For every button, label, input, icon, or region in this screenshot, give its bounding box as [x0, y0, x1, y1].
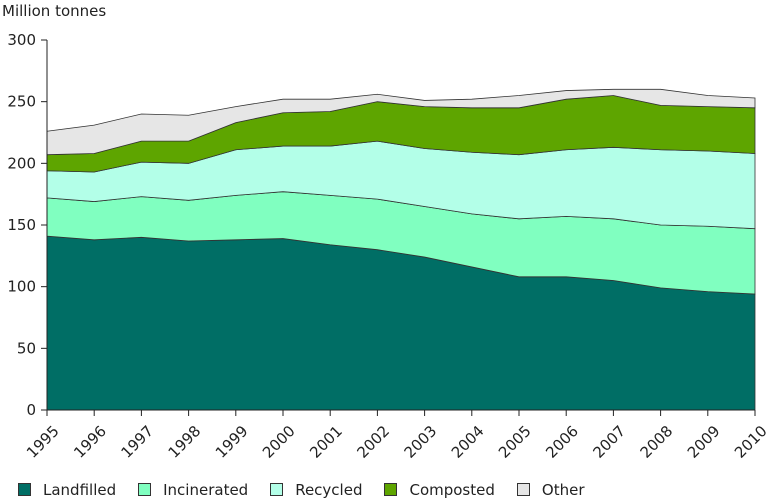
- y-axis-label: Million tonnes: [2, 2, 106, 20]
- x-tick-label: 2003: [401, 422, 441, 462]
- legend-swatch: [138, 483, 152, 496]
- legend-swatch: [270, 483, 284, 496]
- legend-label: Incinerated: [163, 480, 249, 499]
- x-tick-label: 2000: [259, 422, 299, 462]
- legend-item-landfilled: Landfilled: [18, 481, 116, 499]
- legend: Landfilled Incinerated Recycled Composted Ot…: [0, 476, 768, 503]
- x-tick-label: 2006: [542, 422, 582, 462]
- x-tick-label: 1999: [212, 422, 252, 462]
- legend-item-incinerated: Incinerated: [138, 481, 248, 499]
- x-tick-label: 2005: [495, 422, 535, 462]
- x-tick-label: 1995: [23, 422, 63, 462]
- y-tick-label: 300: [7, 31, 36, 49]
- y-tick-label: 50: [17, 339, 36, 357]
- x-tick-label: 2009: [684, 422, 724, 462]
- legend-item-other: Other: [516, 480, 585, 499]
- x-tick-label: 2008: [637, 422, 677, 462]
- y-tick-label: 200: [7, 154, 36, 172]
- legend-swatch: [18, 483, 31, 496]
- y-tick-label: 100: [7, 278, 36, 296]
- x-tick-label: 2010: [731, 422, 768, 462]
- legend-item-recycled: Recycled: [270, 481, 362, 499]
- y-tick-label: 150: [7, 216, 36, 234]
- x-tick-label: 2007: [589, 422, 629, 462]
- legend-swatch: [384, 483, 398, 496]
- x-tick-label: 1998: [165, 422, 205, 462]
- y-tick-label: 250: [7, 93, 36, 111]
- area-series-group: [46, 88, 756, 411]
- x-tick-label: 1997: [117, 422, 157, 462]
- x-tick-label: 2002: [353, 422, 393, 462]
- legend-label: Composted: [409, 480, 495, 499]
- x-tick-label: 2004: [448, 422, 488, 462]
- x-tick-label: 1996: [70, 422, 110, 462]
- legend-label: Recycled: [295, 480, 363, 499]
- legend-label: Other: [541, 480, 585, 499]
- legend-swatch: [516, 483, 530, 496]
- legend-item-composted: Composted: [384, 480, 495, 499]
- legend-label: Landfilled: [43, 480, 117, 499]
- area-other: [46, 88, 756, 156]
- y-tick-label: 0: [26, 401, 36, 419]
- x-tick-label: 2001: [306, 422, 346, 462]
